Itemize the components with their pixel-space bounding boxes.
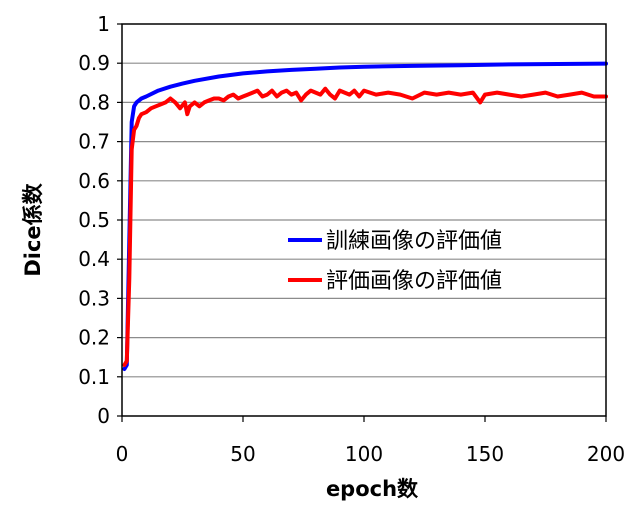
y-axis-title: Dice係数 [21,182,45,276]
y-tick-label: 0 [97,404,110,428]
legend-entry: 評価画像の評価値 [326,269,502,294]
y-tick-label: 0.9 [78,51,110,75]
y-tick-label: 0.2 [78,326,110,350]
series-line-1 [122,61,608,371]
y-tick-labels: 0 0.1 0.2 0.3 0.4 0.5 0.6 0.7 0.8 0.9 1 [78,12,122,428]
x-axis-title: epoch数 [326,477,419,501]
x-tick-label: 0 [116,442,129,466]
y-tick-label: 1 [97,12,110,36]
y-tick-label: 0.4 [78,247,110,271]
y-tick-label: 0.5 [78,208,110,232]
series-lines [122,61,608,371]
x-tick-label: 200 [587,442,625,466]
y-tick-label: 0.8 [78,90,110,114]
legend-entry: 訓練画像の評価値 [326,229,502,254]
series-line-2 [122,86,608,367]
x-tick-labels: 0 50 100 150 200 [116,416,625,466]
y-tick-label: 0.1 [78,365,110,389]
x-tick-label: 150 [466,442,504,466]
x-tick-label: 50 [230,442,255,466]
y-tick-label: 0.3 [78,286,110,310]
y-tick-label: 0.7 [78,130,110,154]
plot-area-frame [121,23,607,417]
y-tick-label: 0.6 [78,169,110,193]
grid-lines [122,62,606,378]
x-tick-label: 100 [345,442,383,466]
